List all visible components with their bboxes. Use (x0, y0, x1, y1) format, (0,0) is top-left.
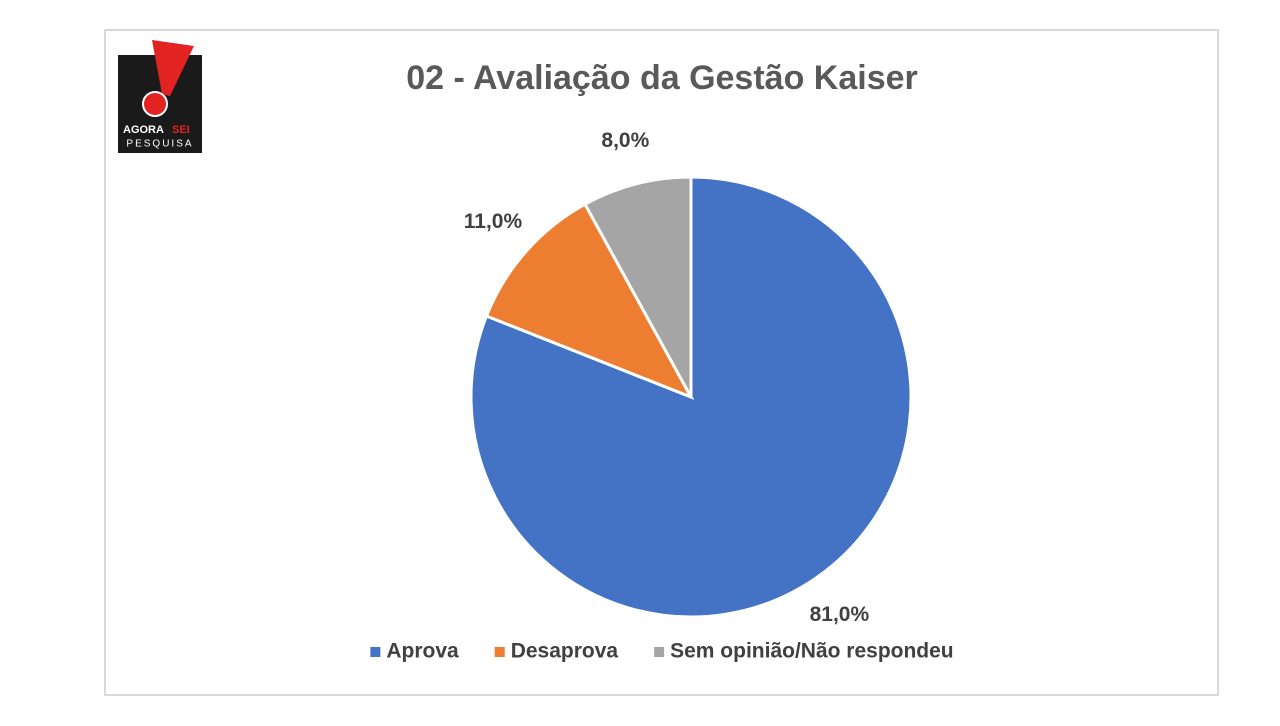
data-label: 8,0% (601, 129, 649, 152)
logo-word: AGORA (123, 124, 164, 136)
logo-word: SEI (172, 124, 190, 136)
legend-label: Sem opinião/Não respondeu (670, 640, 954, 663)
data-label: 11,0% (464, 210, 523, 233)
legend-swatch (494, 647, 505, 657)
logo-dot (142, 91, 168, 117)
logo: AGORA SEI PESQUISA (118, 40, 202, 153)
legend-label: Desaprova (511, 640, 619, 663)
legend-swatch (370, 647, 381, 657)
data-label: 81,0% (810, 603, 870, 626)
logo-word: PESQUISA (126, 139, 193, 150)
legend-swatch (654, 647, 665, 657)
pie-slice (582, 175, 693, 398)
logo-mark (152, 40, 194, 96)
chart-title: 02 - Avaliação da Gestão Kaiser (406, 59, 918, 97)
legend-label: Aprova (386, 640, 459, 663)
pie-slice (484, 202, 695, 400)
